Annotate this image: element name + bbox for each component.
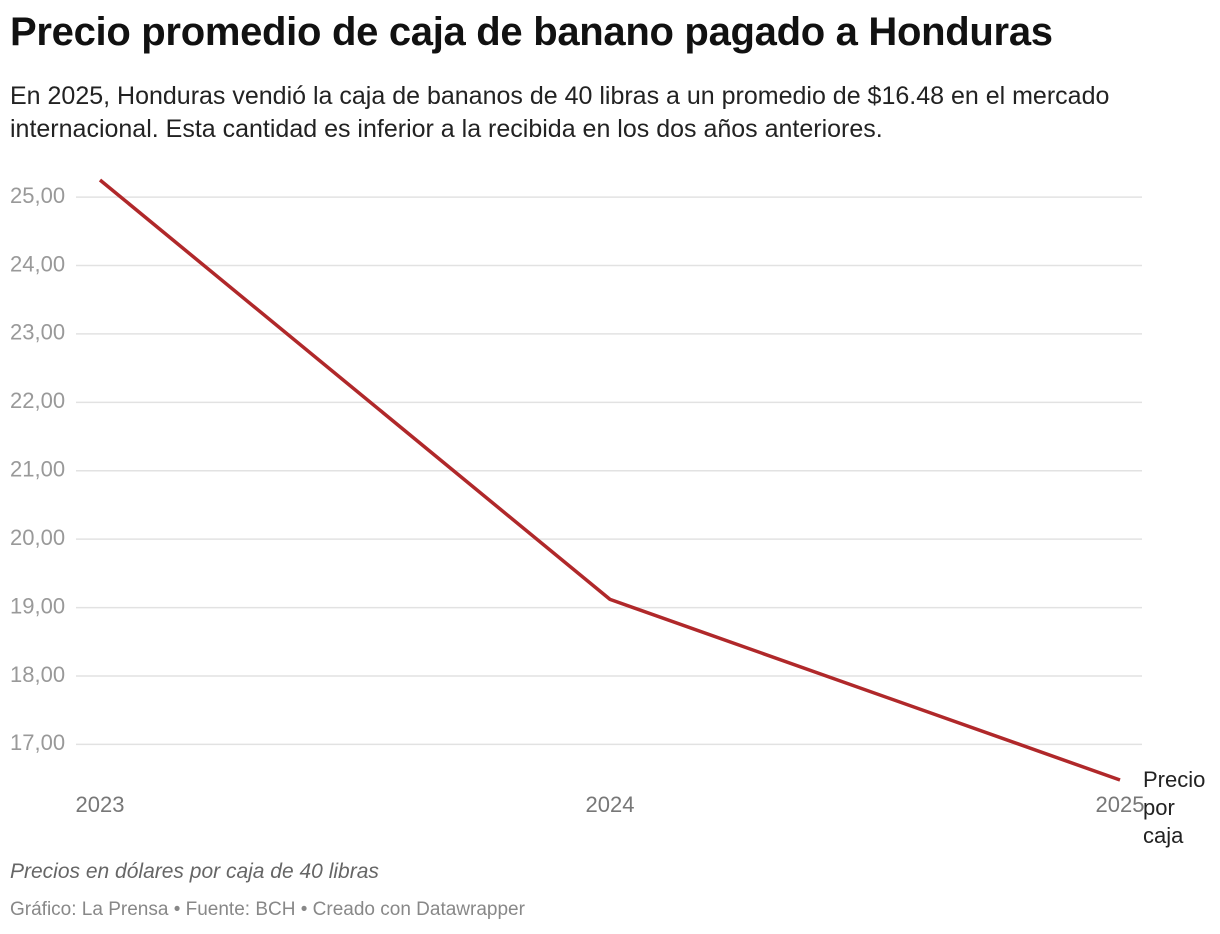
y-tick-label: 23,00	[10, 320, 65, 345]
chart-title: Precio promedio de caja de banano pagado…	[10, 10, 1053, 54]
x-tick-label: 2023	[76, 792, 125, 817]
series-label: Precio por caja	[1143, 767, 1206, 848]
y-tick-label: 19,00	[10, 593, 65, 618]
y-tick-label: 25,00	[10, 183, 65, 208]
y-tick-label: 24,00	[10, 251, 65, 276]
y-tick-label: 20,00	[10, 525, 65, 550]
y-tick-label: 22,00	[10, 388, 65, 413]
y-tick-label: 17,00	[10, 730, 65, 755]
y-tick-label: 18,00	[10, 662, 65, 687]
data-line	[98, 178, 1121, 782]
chart-note: Precios en dólares por caja de 40 libras	[10, 860, 379, 883]
x-tick-label: 2025	[1096, 792, 1145, 817]
x-tick-label: 2024	[586, 792, 635, 817]
chart-source: Gráfico: La Prensa • Fuente: BCH • Cread…	[10, 899, 525, 920]
y-tick-label: 21,00	[10, 457, 65, 482]
chart-subtitle: En 2025, Honduras vendió la caja de bana…	[10, 82, 1110, 143]
